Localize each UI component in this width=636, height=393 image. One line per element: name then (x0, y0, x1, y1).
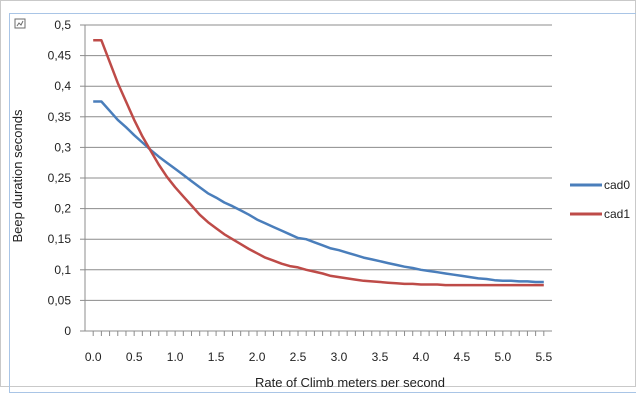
y-tick-label: 0,05 (48, 293, 72, 307)
y-tick-label: 0 (64, 324, 71, 338)
x-tick-label: 3.5 (372, 350, 389, 364)
y-tick-label: 0,2 (54, 202, 71, 216)
x-tick-label: 1.5 (208, 350, 225, 364)
x-tick-label: 2.0 (249, 350, 266, 364)
series-line-cad0 (93, 100, 544, 284)
x-axis-label: Rate of Climb meters per second (255, 375, 445, 387)
x-tick-label: 4.5 (454, 350, 471, 364)
legend-label-cad1: cad1 (604, 207, 630, 221)
y-tick-label: 0,4 (54, 79, 71, 93)
y-tick-label: 0,25 (48, 171, 72, 185)
chart-object-icon (14, 18, 26, 29)
x-tick-label: 1.0 (167, 350, 184, 364)
x-tick-label: 3.0 (331, 350, 348, 364)
y-tick-label: 0,45 (48, 49, 72, 63)
x-tick-labels: 0.0 0.5 1.0 1.5 2.0 2.5 3.0 3.5 4.0 4.5 5.0 5.5 (85, 350, 553, 364)
legend: cad0 cad1 (570, 178, 630, 221)
x-tick-label: 5.0 (494, 350, 511, 364)
x-tick-label: 5.5 (535, 350, 552, 364)
x-tick-label: 2.5 (290, 350, 307, 364)
y-tick-label: 0,1 (54, 263, 71, 277)
axes (80, 24, 552, 336)
legend-label-cad0: cad0 (604, 178, 630, 192)
y-tick-label: 0,3 (54, 140, 71, 154)
y-tick-label: 0,15 (48, 232, 72, 246)
y-tick-label: 0,5 (54, 18, 71, 32)
y-axis-label: Beep duration seconds (10, 109, 25, 242)
x-tick-label: 4.0 (413, 350, 430, 364)
y-tick-labels: 0 0,05 0,1 0,15 0,2 0,25 0,3 0,35 0,4 0,45 0,5 (48, 18, 72, 338)
grid-lines (85, 24, 552, 301)
series-line-cad1 (93, 39, 544, 287)
series-lines (93, 39, 544, 287)
y-tick-label: 0,35 (48, 110, 72, 124)
x-tick-label: 0.0 (85, 350, 102, 364)
x-tick-label: 0.5 (126, 350, 143, 364)
